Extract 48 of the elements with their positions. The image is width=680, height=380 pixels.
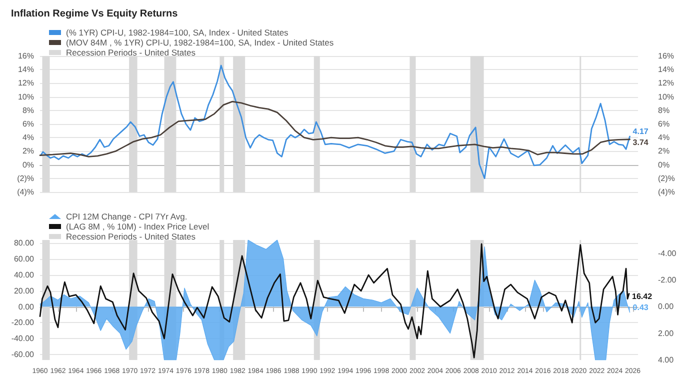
y2-tick-label: 12% [658,78,674,88]
y-tick-label: 8% [22,106,34,115]
y2-tick-label: 4.00 [658,356,674,364]
y2-tick-label: 14% [658,65,674,74]
chart-title: Inflation Regime Vs Equity Returns [11,8,178,20]
y-tick-label: 0.00 [18,302,35,312]
y-tick-label: 16% [18,52,34,60]
data-label: 3.74 [632,138,649,147]
band-label: Recession Periods - United States [66,48,196,58]
legend-label: (LAG 8M , % 10M) - Index Price Level [66,222,210,232]
y-tick-label: 2% [22,146,34,156]
y-tick-label: 20.00 [14,286,35,296]
y2-tick-label: 4% [658,133,670,142]
data-label: 16.42 [632,292,653,302]
line-series [40,64,630,180]
legend-label: CPI 12M Change - CPI 7Yr Avg. [66,212,188,222]
data-label: 0.43 [632,302,649,312]
y-tick-label: 6% [22,120,34,128]
y-tick-label: -20.00 [11,318,35,328]
y2-tick-label: 2% [658,146,670,156]
y2-tick-label: 6% [658,120,670,128]
y-tick-label: 80.00 [14,238,35,248]
y-tick-label: 40.00 [14,270,35,280]
y2-tick-label: 8% [658,106,670,115]
data-label: 4.17 [632,126,649,136]
y2-tick-label: 0.00 [658,302,674,312]
band-label: Recession Periods - United States [66,232,196,242]
y2-tick-label: (4)% [658,188,675,196]
y-tick-label: (2)% [17,174,34,183]
y2-tick-label: 16% [658,52,674,60]
y-tick-label: -60.00 [11,350,35,359]
legend-label: (% 1YR) CPI-U, 1982-1984=100, SA, Index - United States [66,28,288,38]
y2-tick-label: 0% [658,160,670,170]
y-tick-label: 10% [18,92,34,102]
line-series [39,100,630,158]
y-tick-label: 12% [18,78,34,88]
y2-tick-label: 10% [658,92,674,102]
y-tick-label: -40.00 [11,334,35,344]
y2-tick-label: -4.00 [658,248,677,258]
y-tick-label: 0% [22,160,34,170]
y2-tick-label: -2.00 [658,276,677,284]
y-tick-label: 60.00 [14,254,35,264]
legend-label: (MOV 84M , % 1YR) CPI-U, 1982-1984=100, SA, Index - United States [66,38,334,48]
y2-tick-label: 2.00 [658,328,674,338]
y2-tick-label: (2)% [658,174,675,183]
y-tick-label: 14% [18,65,34,74]
y-tick-label: 4% [22,133,34,142]
y-tick-label: (4)% [17,188,34,196]
